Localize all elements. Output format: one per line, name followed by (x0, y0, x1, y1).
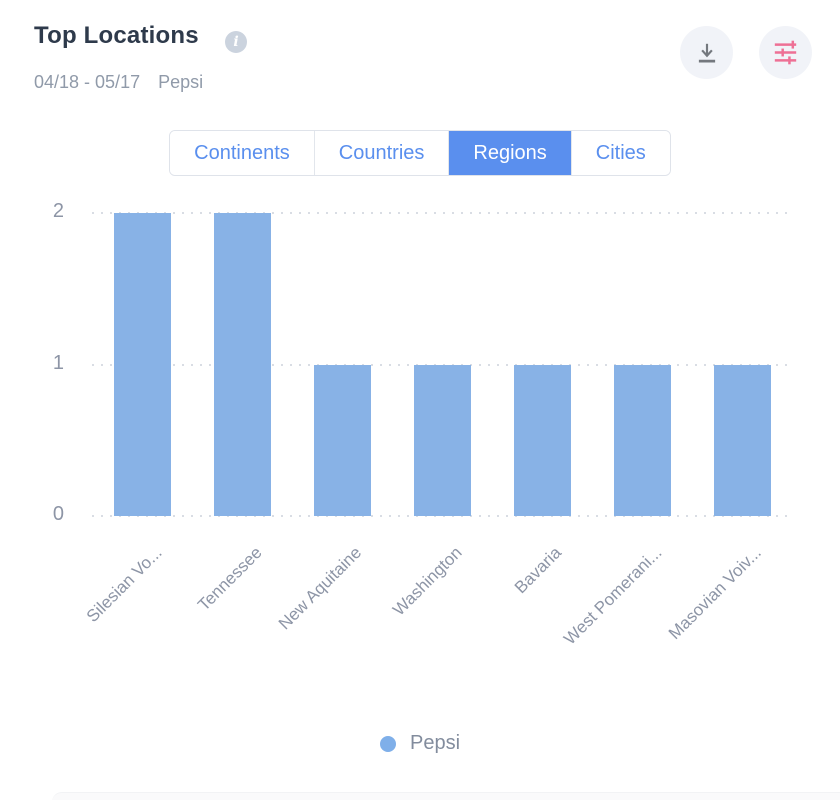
page-title: Top Locations (34, 22, 199, 49)
brand-filter-label: Pepsi (158, 72, 204, 92)
chart-bar[interactable] (713, 364, 771, 516)
y-axis-tick: 0 (52, 503, 64, 525)
date-range: 04/18 - 05/17 (34, 72, 141, 92)
chart-bar[interactable] (113, 213, 171, 516)
gridline (92, 212, 790, 214)
tabs-group: Continents Countries Regions Cities (169, 130, 671, 176)
chart-bar[interactable] (613, 364, 671, 516)
tab-countries[interactable]: Countries (313, 131, 449, 175)
x-axis-label: Silesian Vo... (82, 543, 166, 626)
filter-button[interactable] (759, 26, 812, 79)
x-axis-label: Bavaria (511, 543, 566, 598)
chart-bar[interactable] (213, 213, 271, 516)
legend-label: Pepsi (409, 732, 461, 754)
tab-regions[interactable]: Regions (448, 131, 571, 175)
x-axis-label: Washington (388, 543, 466, 620)
y-axis-tick: 1 (52, 351, 64, 374)
chart-bar[interactable] (413, 364, 471, 516)
tab-cities[interactable]: Cities (570, 131, 670, 175)
legend-item-pepsi[interactable]: Pepsi (0, 732, 840, 755)
x-axis-label: Masovian Voiv... (665, 543, 766, 644)
info-icon[interactable]: i (225, 31, 247, 53)
y-axis-tick: 2 (52, 200, 64, 222)
legend-dot (379, 735, 396, 752)
download-button[interactable] (680, 26, 733, 79)
tabs: Continents Countries Regions Cities (0, 130, 840, 176)
x-axis-label: West Pomerani... (560, 543, 666, 649)
subtitle: 04/18 - 05/17 Pepsi (34, 72, 203, 93)
tab-continents[interactable]: Continents (170, 131, 314, 175)
next-card-edge (52, 792, 840, 800)
x-axis-label: New Aquitaine (275, 543, 366, 634)
download-icon (694, 40, 720, 66)
chart-bar[interactable] (513, 364, 571, 516)
x-axis-label: Tennessee (193, 543, 266, 615)
chart-bar[interactable] (313, 364, 371, 516)
filter-sliders-icon (772, 39, 799, 66)
